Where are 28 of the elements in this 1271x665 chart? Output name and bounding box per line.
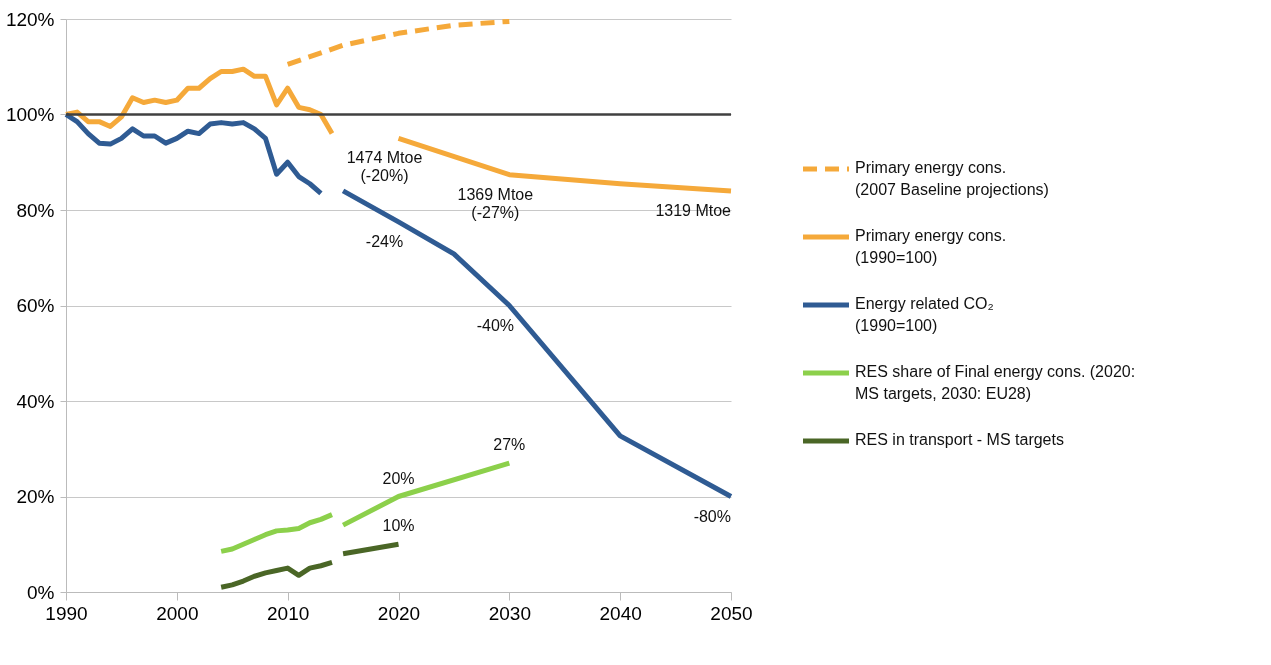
annotation: 27% [493,436,526,454]
y-tick-label: 40% [16,390,55,412]
x-tick-label: 2000 [156,602,199,624]
annotation: 1474 Mtoe (-20%) [346,149,423,185]
annotation: 20% [382,469,415,487]
x-tick-label: 2010 [267,602,310,624]
legend-label: RES in transport - MS targets [855,431,1064,448]
legend-label: Primary energy cons. (1990=100) [855,227,1007,266]
legend-label: Primary energy cons. (2007 Baseline projections) [855,159,1049,198]
y-tick-label: 60% [16,295,55,316]
annotation: 1369 Mtoe (-27%) [457,185,534,221]
annotation: 1319 Mtoe [655,201,732,219]
annotation: -24% [365,232,404,250]
y-tick-label: 120% [5,8,55,30]
y-tick-label: 0% [27,581,55,603]
x-tick-label: 2020 [377,602,421,624]
annotation: -80% [693,507,731,525]
x-tick-label: 2050 [710,602,753,624]
annotation: -40% [476,316,515,334]
x-tick-label: 2030 [488,602,531,624]
y-tick-label: 20% [16,486,55,507]
x-tick-label: 1990 [45,602,88,624]
x-tick-label: 2040 [599,602,642,624]
legend-label: RES share of Final energy cons. (2020: MS targets, 2030: EU28) [855,363,1136,402]
legend-label: Energy related CO₂ (1990=100) [855,295,994,334]
y-tick-label: 80% [16,199,55,221]
y-tick-label: 100% [5,104,55,125]
annotation: 10% [382,517,415,535]
